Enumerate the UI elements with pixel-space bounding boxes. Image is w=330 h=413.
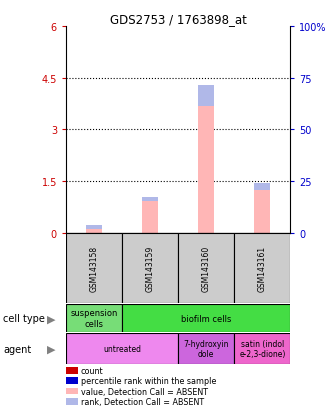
- Text: GSM143160: GSM143160: [202, 245, 211, 292]
- Bar: [66, 304, 122, 332]
- Bar: [254, 183, 270, 233]
- Bar: [178, 333, 234, 364]
- Text: GSM143158: GSM143158: [89, 245, 99, 292]
- Text: value, Detection Call = ABSENT: value, Detection Call = ABSENT: [81, 387, 208, 396]
- Text: rank, Detection Call = ABSENT: rank, Detection Call = ABSENT: [81, 397, 204, 406]
- Text: ▶: ▶: [47, 313, 55, 323]
- Bar: [66, 333, 178, 364]
- Bar: [86, 226, 102, 230]
- Bar: [178, 233, 234, 304]
- Bar: [142, 197, 158, 233]
- Bar: [66, 233, 122, 304]
- Text: untreated: untreated: [103, 344, 141, 353]
- Text: ▶: ▶: [47, 344, 55, 354]
- Bar: [86, 226, 102, 233]
- Bar: [122, 304, 290, 332]
- Text: agent: agent: [3, 344, 32, 354]
- Bar: [198, 85, 214, 233]
- Text: suspension
cells: suspension cells: [70, 309, 118, 328]
- Text: 7-hydroxyin
dole: 7-hydroxyin dole: [183, 339, 229, 358]
- Bar: [122, 233, 178, 304]
- Bar: [198, 85, 214, 107]
- Bar: [142, 197, 158, 201]
- Text: percentile rank within the sample: percentile rank within the sample: [81, 376, 216, 385]
- Bar: [254, 183, 270, 191]
- Title: GDS2753 / 1763898_at: GDS2753 / 1763898_at: [110, 13, 247, 26]
- Text: biofilm cells: biofilm cells: [181, 314, 231, 323]
- Text: GSM143161: GSM143161: [258, 245, 267, 292]
- Bar: [234, 333, 290, 364]
- Text: satin (indol
e-2,3-dione): satin (indol e-2,3-dione): [239, 339, 285, 358]
- Bar: [234, 233, 290, 304]
- Text: GSM143159: GSM143159: [146, 245, 155, 292]
- Text: cell type: cell type: [3, 313, 45, 323]
- Text: count: count: [81, 366, 104, 375]
